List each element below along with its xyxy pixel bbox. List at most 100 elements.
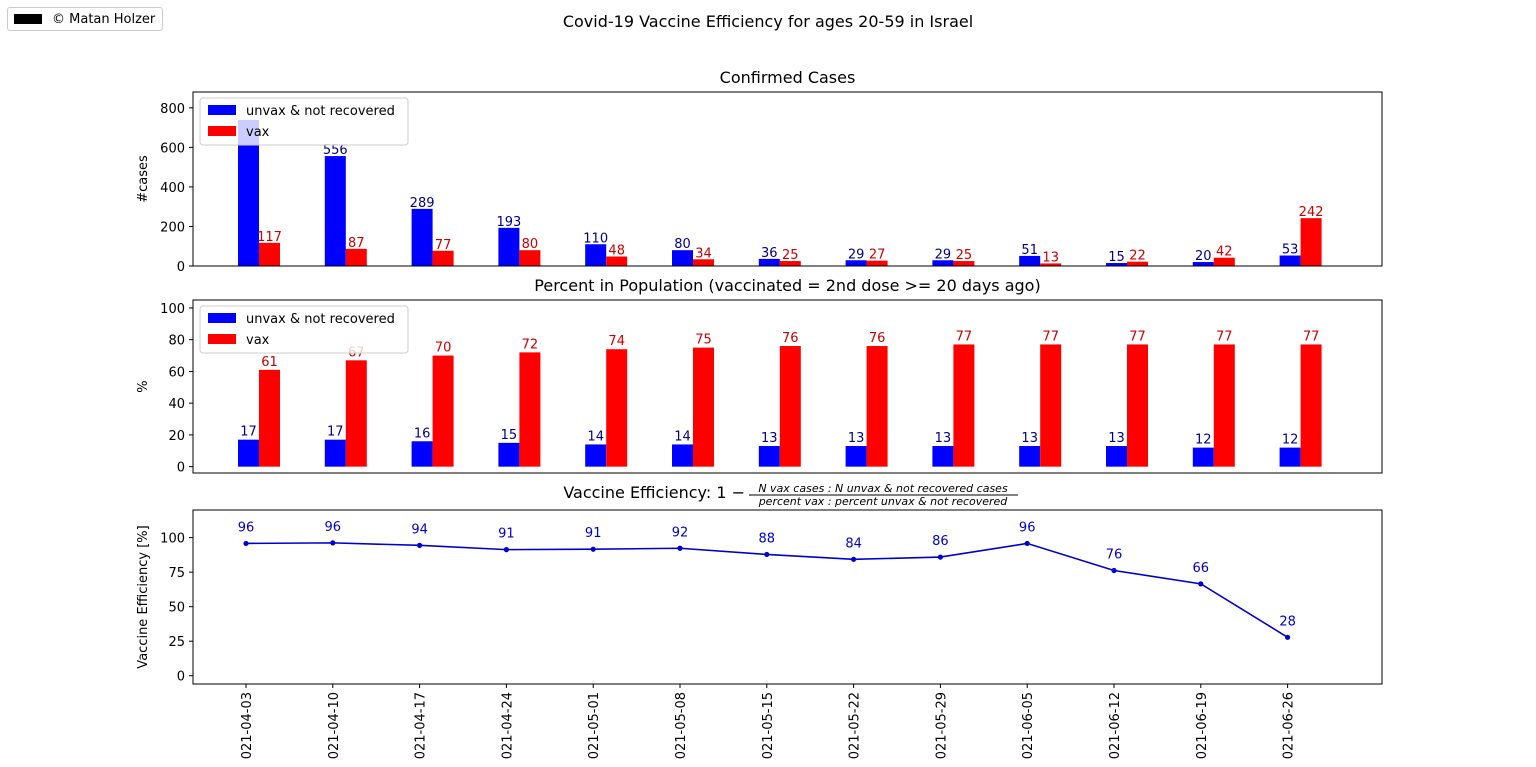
data-label: 74 (608, 334, 625, 349)
data-label: 15 (501, 428, 518, 443)
chart-title: Confirmed Cases (720, 68, 856, 87)
bar (432, 250, 454, 266)
data-label: 77 (435, 238, 452, 253)
x-tick-label: 021-06-26 (1282, 692, 1297, 759)
data-label: 36 (761, 246, 778, 261)
data-label: 75 (695, 333, 712, 348)
bar (1192, 262, 1214, 266)
bar (259, 242, 280, 266)
bar (585, 244, 607, 266)
y-tick-label: 40 (168, 397, 185, 412)
data-label: 25 (956, 248, 973, 263)
bar (1019, 446, 1041, 467)
y-tick-label: 100 (160, 302, 185, 317)
bar (672, 444, 693, 467)
data-label: 556 (323, 143, 348, 158)
x-tick-label: 021-04-24 (500, 692, 515, 759)
x-tick-label: 021-05-29 (934, 692, 949, 759)
y-axis-label: % (136, 380, 151, 392)
credit-swatch (14, 14, 42, 24)
data-label: 88 (759, 531, 776, 546)
data-point (1111, 567, 1117, 574)
bar (693, 259, 714, 266)
data-point (503, 547, 509, 553)
bar (585, 444, 607, 467)
plot-frame (192, 509, 1383, 685)
legend-box (199, 97, 409, 146)
bar (606, 349, 628, 467)
data-label: 48 (608, 244, 625, 259)
data-label: 84 (845, 536, 862, 551)
data-point (1198, 581, 1204, 587)
confirmed-cases-chart: Confirmed Cases 556 289 193 110 80 36 29 29 51 15 2… (136, 68, 1383, 275)
data-label: 13 (1021, 431, 1038, 446)
bar (845, 260, 867, 266)
y-tick-label: 0 (177, 461, 185, 476)
data-label: 16 (414, 426, 431, 441)
legend-swatch (208, 105, 236, 115)
data-label: 117 (257, 230, 282, 245)
data-label: 80 (674, 237, 691, 252)
bar (432, 355, 454, 467)
data-label: 42 (1216, 245, 1233, 260)
bar (758, 258, 780, 266)
data-label: 22 (1129, 249, 1146, 264)
legend-box (199, 305, 409, 354)
data-point (243, 540, 249, 547)
bar (1213, 344, 1235, 467)
bar (672, 250, 693, 266)
data-label: 76 (1106, 547, 1123, 562)
data-label: 51 (1021, 243, 1038, 258)
data-label: 94 (411, 522, 428, 537)
bar (1279, 255, 1301, 266)
plot-frame (192, 91, 1383, 267)
data-label: 13 (761, 431, 778, 446)
y-tick-label: 20 (168, 429, 185, 444)
bar (1300, 218, 1322, 266)
legend-label: unvax & not recovered (246, 312, 395, 327)
data-label: 15 (1108, 250, 1125, 265)
data-label: 96 (1019, 520, 1036, 535)
x-tick-label: 021-06-05 (1021, 692, 1036, 759)
x-tick-label: 021-06-19 (1195, 692, 1210, 759)
legend-swatch (208, 126, 236, 136)
data-point (937, 554, 944, 560)
data-label: 193 (496, 215, 521, 230)
x-tick-label: 021-05-22 (848, 692, 863, 759)
data-label: 29 (935, 247, 952, 262)
legend-label: unvax & not recovered (246, 104, 395, 119)
data-label: 77 (956, 329, 973, 344)
bar (411, 208, 433, 266)
bar (238, 439, 259, 467)
data-label: 17 (327, 425, 344, 440)
y-tick-label: 0 (177, 260, 185, 275)
data-label: 66 (1193, 561, 1210, 576)
bar (1040, 263, 1062, 266)
data-label: 13 (1108, 431, 1125, 446)
bar (519, 352, 541, 467)
vaccine-efficiency-chart: Vaccine Efficiency: 1 − N vax cases : N u… (136, 482, 1383, 759)
data-label: 27 (869, 248, 886, 263)
credit-text: © Matan Holzer (52, 11, 156, 27)
data-label: 70 (435, 341, 452, 356)
x-tick-label: 021-05-15 (761, 692, 776, 759)
title-fraction-numerator: N vax cases : N unvax & not recovered ca… (758, 482, 1008, 495)
bar (845, 446, 867, 467)
credit-legend: © Matan Holzer (7, 7, 164, 31)
data-label: 86 (932, 534, 949, 549)
data-point (764, 551, 770, 558)
data-label: 61 (261, 355, 278, 370)
bar (238, 119, 259, 266)
data-label: 96 (238, 520, 255, 535)
legend-swatch (208, 334, 236, 344)
legend-label: vax (246, 333, 270, 348)
data-point (1285, 634, 1291, 640)
data-label: 92 (672, 525, 689, 540)
bar (519, 250, 541, 266)
data-label: 242 (1299, 205, 1324, 220)
data-label: 20 (1195, 249, 1212, 264)
bar (324, 156, 346, 266)
data-label: 77 (1129, 329, 1146, 344)
bar (1213, 257, 1235, 266)
